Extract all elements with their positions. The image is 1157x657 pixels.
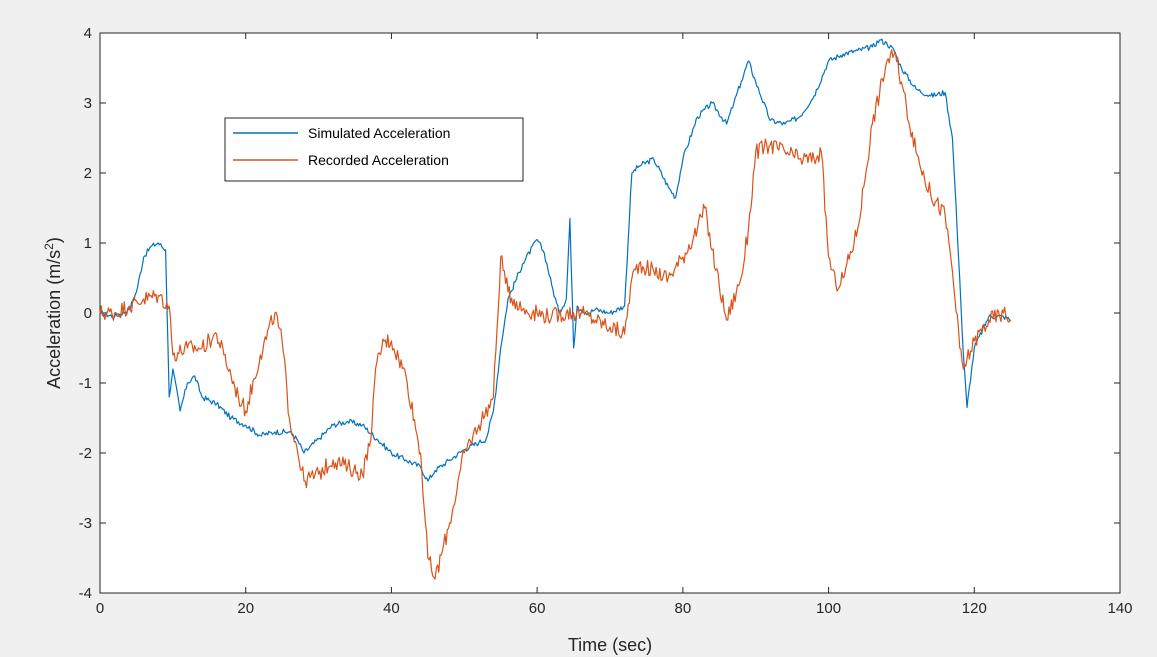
x-axis-label: Time (sec) [568, 635, 652, 655]
y-tick-label: 3 [84, 95, 92, 112]
y-tick-label: -4 [79, 585, 92, 602]
y-tick-label: -1 [79, 375, 92, 392]
legend: Simulated Acceleration Recorded Accelera… [224, 117, 524, 182]
legend-label-simulated: Simulated Acceleration [308, 125, 450, 141]
x-tick-label: 40 [383, 600, 400, 617]
y-tick-label: 2 [84, 165, 92, 182]
y-axis-ticks: 4 3 2 1 0 -1 -2 -3 -4 [79, 25, 1120, 602]
legend-label-recorded: Recorded Acceleration [308, 152, 449, 168]
x-tick-label: 140 [1107, 600, 1132, 617]
x-tick-label: 100 [816, 600, 841, 617]
y-tick-label: 4 [84, 25, 92, 42]
x-tick-label: 0 [96, 600, 104, 617]
series-layer [99, 38, 1012, 580]
y-axis-label-suffix: ) [44, 237, 64, 243]
x-tick-label: 60 [529, 600, 546, 617]
y-tick-label: 1 [84, 235, 92, 252]
x-tick-label: 120 [962, 600, 987, 617]
y-tick-label: -3 [79, 515, 92, 532]
series-line-recorded [99, 49, 1012, 580]
legend-box [224, 117, 524, 182]
y-tick-label: 0 [84, 305, 92, 322]
x-tick-label: 20 [237, 600, 254, 617]
y-axis-label: Acceleration (m/s2) [42, 237, 64, 389]
x-axis-ticks: 0 20 40 60 80 100 120 140 [96, 33, 1133, 617]
y-axis-label-superscript: 2 [42, 243, 56, 250]
y-axis-label-main: Acceleration (m/s [44, 250, 64, 389]
series-line-simulated [99, 38, 1011, 482]
x-tick-label: 80 [675, 600, 692, 617]
y-tick-label: -2 [79, 445, 92, 462]
